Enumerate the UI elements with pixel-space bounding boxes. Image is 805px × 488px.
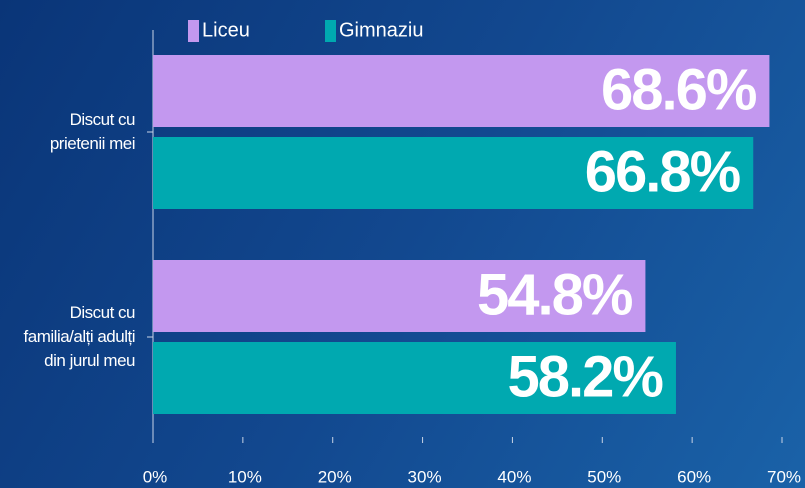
x-tick-label: 60%: [677, 467, 711, 486]
x-tick-label: 50%: [587, 467, 621, 486]
y-tick-label: Discut cu familia/alți adulți din jurul …: [23, 303, 136, 370]
value-label: 58.2%: [507, 344, 663, 409]
x-tick-label: 70%: [767, 467, 801, 486]
x-tick-label: 20%: [318, 467, 352, 486]
legend-label: Liceu: [202, 19, 250, 41]
value-label: 54.8%: [477, 262, 633, 327]
x-tick-label: 10%: [228, 467, 262, 486]
legend-swatch: [188, 20, 199, 42]
bar: [153, 55, 770, 127]
legend-label: Gimnaziu: [339, 19, 423, 41]
value-label: 68.6%: [601, 57, 757, 122]
legend-swatch: [325, 20, 336, 42]
y-tick-label: Discut cu prietenii mei: [49, 110, 136, 153]
x-tick-label: 40%: [497, 467, 531, 486]
bar: [153, 342, 676, 414]
bar: [153, 260, 646, 332]
value-label: 66.8%: [585, 139, 741, 204]
x-tick-label: 30%: [408, 467, 442, 486]
bar: [153, 137, 754, 209]
x-tick-label: 0%: [143, 467, 168, 486]
